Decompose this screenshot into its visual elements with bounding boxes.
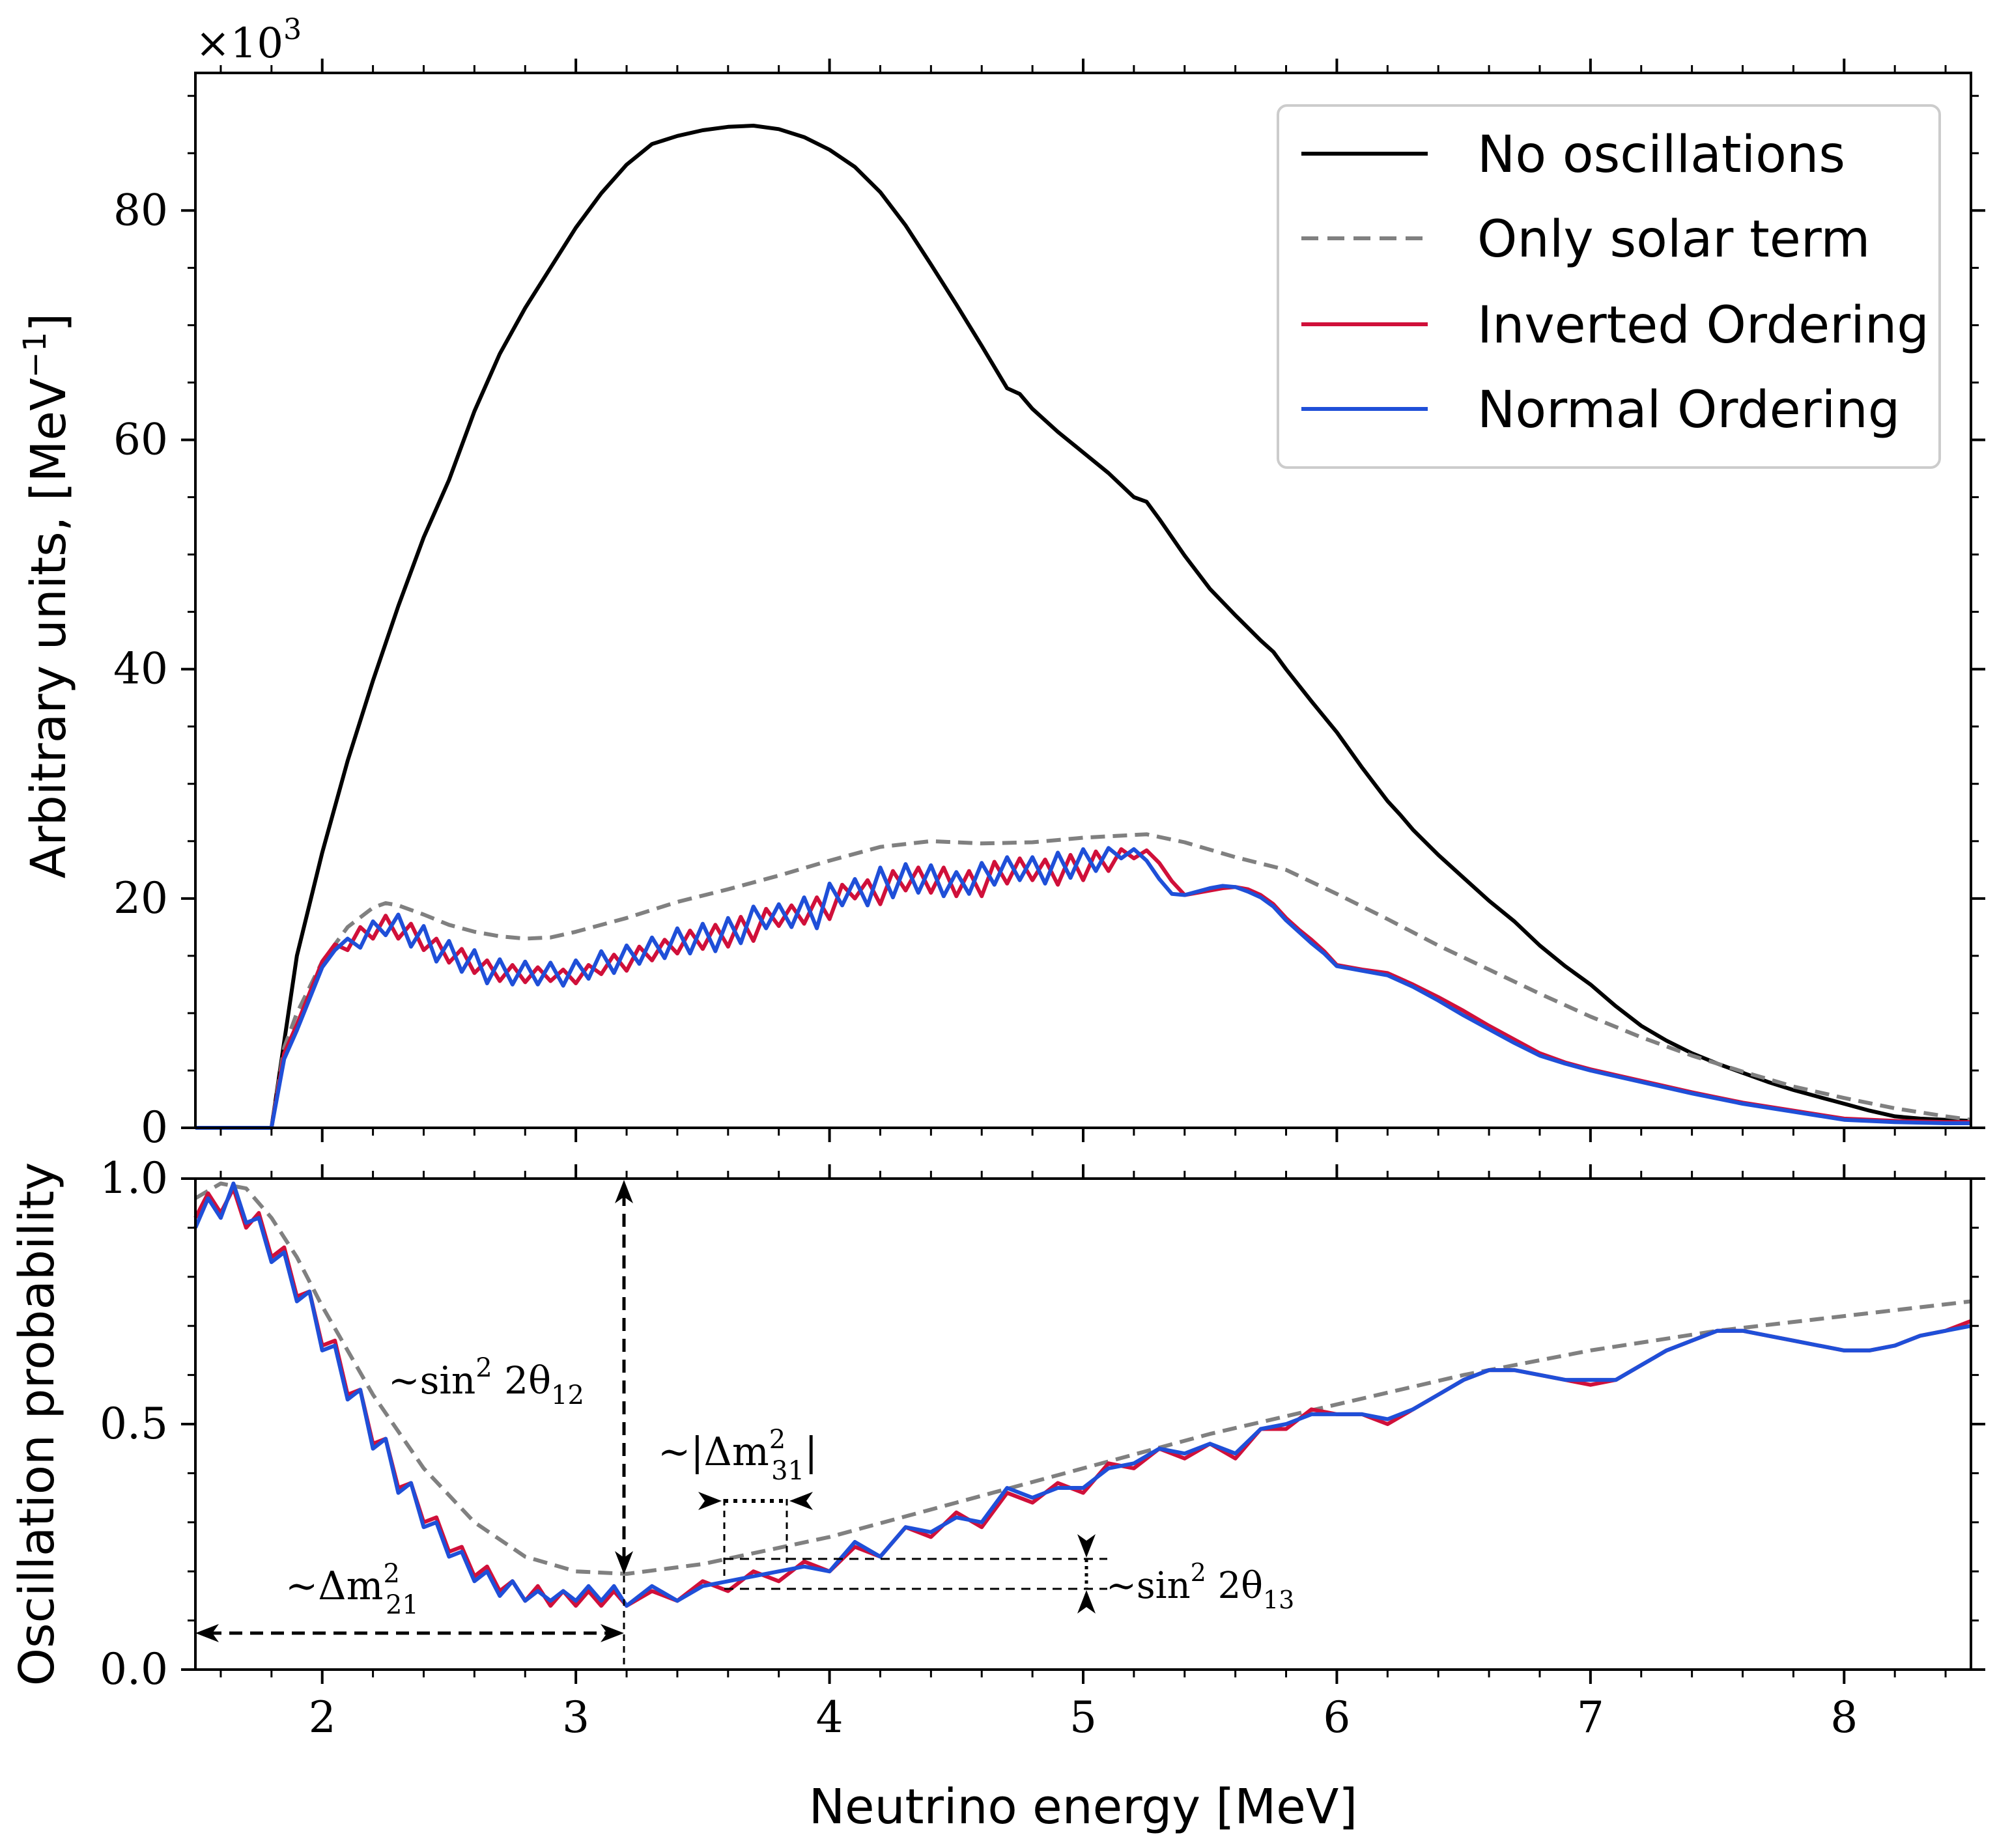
dm21-arrow-head-left bbox=[195, 1624, 219, 1642]
bottom-x-ticks: 2 3 4 5 6 7 8 bbox=[220, 1164, 1947, 1743]
bottom-y-axis-label: Oscillation probability bbox=[9, 1162, 65, 1687]
x-axis-label: Neutrino energy [MeV] bbox=[809, 1779, 1358, 1835]
top-series-normal-ordering bbox=[195, 846, 1971, 1130]
legend-label-inverted-ordering: Inverted Ordering bbox=[1477, 296, 1929, 355]
legend-label-only-solar-term: Only solar term bbox=[1477, 210, 1870, 269]
theta12-arrow-head-bottom bbox=[615, 1551, 633, 1575]
bottom-x-tick-label: 7 bbox=[1577, 1692, 1604, 1743]
theta12-arrow-head-top bbox=[615, 1180, 633, 1203]
top-y-ticks: 0 20 40 60 80 bbox=[113, 94, 1985, 1153]
bottom-series-group bbox=[193, 1181, 1972, 1608]
top-y-axis-label: Arbitrary units, [MeV−1] bbox=[17, 313, 77, 879]
legend: No oscillations Only solar term Inverted… bbox=[1277, 104, 1941, 469]
dm31-arrow-head-right bbox=[789, 1492, 813, 1510]
bottom-y-tick-label: 1.0 bbox=[100, 1153, 168, 1203]
dm21-arrow-head-right bbox=[601, 1624, 624, 1642]
top-series-group bbox=[195, 124, 1972, 1130]
bottom-y-tick-label: 0.5 bbox=[100, 1399, 168, 1449]
bottom-x-tick-label: 5 bbox=[1069, 1692, 1097, 1743]
bottom-series-normal-ordering bbox=[193, 1181, 1972, 1608]
annotation-dm21: ∼Δm2 21 bbox=[285, 1559, 419, 1620]
bottom-x-tick-label: 8 bbox=[1830, 1692, 1858, 1743]
bottom-y-ticks: 0.0 0.5 1.0 bbox=[100, 1153, 1985, 1694]
bottom-panel: ∼sin2 2θ12 ∼|Δm2 31| ∼sin2 2θ13 ∼Δm2 21 0.… bbox=[9, 1153, 1985, 1835]
bottom-x-tick-label: 6 bbox=[1323, 1692, 1350, 1743]
legend-box bbox=[1277, 104, 1941, 469]
annotation-guides bbox=[195, 1180, 1107, 1667]
bottom-series-only-solar-term bbox=[194, 1181, 1972, 1576]
annotation-sin2-theta13: ∼sin2 2θ13 bbox=[1106, 1558, 1294, 1614]
bottom-x-tick-label: 4 bbox=[816, 1692, 843, 1743]
y-multiplier: ×103 bbox=[195, 13, 302, 68]
top-series-no-oscillations bbox=[195, 124, 1972, 1130]
top-x-ticks bbox=[220, 59, 1947, 1142]
top-y-tick-label: 40 bbox=[113, 644, 168, 694]
legend-label-no-oscillations: No oscillations bbox=[1477, 126, 1845, 184]
annotation-dm31: ∼|Δm2 31| bbox=[658, 1425, 817, 1486]
dm31-arrow-head-left bbox=[698, 1492, 722, 1510]
bottom-x-tick-label: 2 bbox=[309, 1692, 336, 1743]
annotation-sin2-theta12: ∼sin2 2θ12 bbox=[388, 1353, 584, 1410]
top-y-tick-label: 60 bbox=[113, 414, 168, 464]
theta13-arrow-head-top bbox=[1077, 1534, 1096, 1558]
legend-label-normal-ordering: Normal Ordering bbox=[1477, 381, 1900, 440]
top-y-tick-label: 0 bbox=[141, 1102, 168, 1153]
bottom-x-tick-label: 3 bbox=[562, 1692, 589, 1743]
bottom-y-tick-label: 0.0 bbox=[100, 1644, 168, 1694]
theta13-arrow-head-bottom bbox=[1077, 1590, 1096, 1614]
top-series-only-solar-term bbox=[195, 832, 1972, 1130]
top-y-tick-label: 80 bbox=[113, 185, 168, 235]
top-y-tick-label: 20 bbox=[113, 873, 168, 923]
